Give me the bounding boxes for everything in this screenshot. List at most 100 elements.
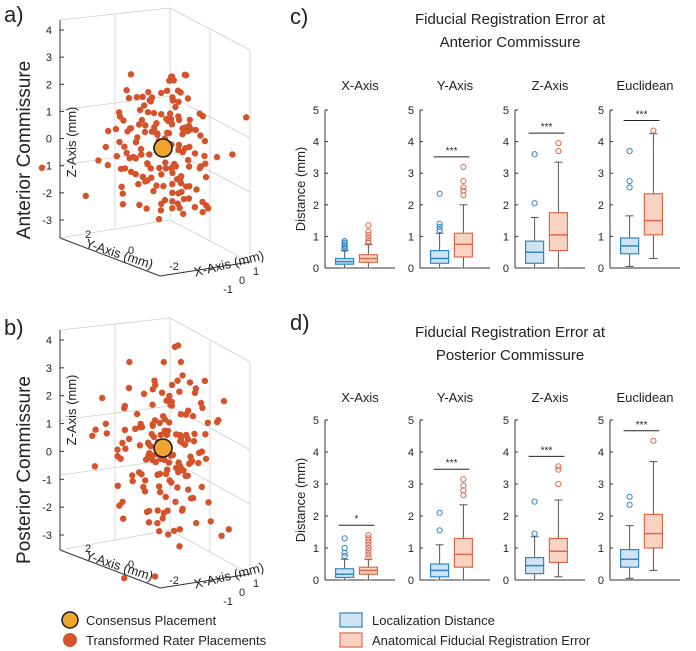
rater-point — [202, 431, 209, 438]
y-tick-label: 2 — [503, 200, 509, 212]
rater-point — [121, 426, 129, 434]
outlier-point — [460, 178, 467, 185]
outlier-point — [365, 544, 372, 552]
rater-point — [179, 372, 186, 379]
y-tick-label: 3 — [503, 479, 509, 491]
rater-point — [185, 195, 193, 202]
outlier-point — [555, 466, 562, 473]
y-tick-label: 4 — [313, 137, 319, 149]
rater-point — [132, 155, 139, 162]
outlier-point — [626, 147, 633, 155]
iqr-box — [453, 232, 473, 258]
rater-point — [114, 482, 122, 489]
rater-point — [89, 432, 96, 439]
outlier-point — [365, 532, 372, 539]
legend-left: Consensus Placement Transformed Rater Pl… — [61, 611, 267, 648]
chart-c-title-line2: Anterior Commissure — [440, 34, 581, 51]
rater-point — [121, 143, 128, 150]
rater-point — [197, 132, 204, 139]
rater-point — [145, 507, 153, 515]
rater-point — [163, 115, 170, 123]
outlier-point — [436, 190, 443, 197]
rater-point — [141, 128, 149, 136]
outlier-point — [531, 498, 538, 505]
y-tick-label: 0 — [503, 575, 509, 587]
legend-right: Localization Distance Anatomical Fiducia… — [339, 612, 591, 648]
box-localization — [430, 509, 450, 581]
rater-point — [149, 401, 156, 408]
rater-point — [139, 93, 146, 101]
iqr-box — [643, 193, 664, 236]
legend-fre-label: Anatomical Fiducial Registration Error — [372, 633, 591, 648]
rater-point — [112, 125, 120, 133]
subplot-title: Y-Axis — [437, 390, 474, 405]
rater-point — [145, 519, 153, 526]
rater-point — [180, 210, 187, 218]
outlier-point — [365, 234, 372, 242]
iqr-box — [619, 548, 640, 568]
rater-point — [82, 192, 90, 199]
rater-point — [186, 143, 193, 151]
outlier-point — [531, 200, 538, 207]
rater-point — [162, 493, 169, 501]
rater-point — [146, 151, 153, 158]
y-tick-label: 1 — [408, 543, 414, 555]
y-tick-label: 5 — [598, 415, 604, 427]
rater-point — [174, 377, 181, 384]
rater-point — [149, 386, 156, 393]
outlier-point — [365, 551, 372, 558]
y-tick-label: 5 — [503, 105, 509, 117]
rater-point — [203, 202, 210, 209]
box-localization — [619, 147, 640, 267]
outlier-point — [460, 184, 467, 191]
outlier-point — [626, 501, 633, 508]
y-tick-label: 1 — [598, 543, 604, 555]
y-tick-label: 5 — [408, 105, 414, 117]
rater-point — [120, 117, 127, 124]
subplot-title: X-Axis — [341, 390, 379, 405]
box-localization — [524, 151, 545, 269]
box-localization — [619, 493, 640, 579]
y-tick-label: 2 — [598, 200, 604, 212]
legend-loc-swatch — [339, 612, 363, 628]
rater-point — [182, 472, 189, 479]
rater-point — [139, 173, 146, 180]
rater-point — [118, 183, 125, 190]
rater-point — [129, 477, 136, 485]
rater-point — [172, 163, 180, 170]
rater-point — [119, 190, 127, 197]
rater-point — [136, 201, 143, 209]
rater-point — [91, 463, 99, 470]
rater-point — [138, 471, 145, 478]
panel-d-letter: d) — [290, 310, 310, 335]
rater-point — [127, 71, 135, 78]
outlier-point — [436, 527, 443, 534]
rater-point — [145, 441, 153, 448]
rater-point — [199, 208, 206, 216]
rater-point — [170, 527, 178, 535]
subplot-y-axis: Y-Axis 0 1 2 3 4 5 *** — [408, 390, 490, 587]
rater-point — [142, 456, 150, 463]
panel-c-letter: c) — [290, 4, 308, 29]
iqr-box — [335, 568, 355, 579]
rater-point — [129, 472, 136, 479]
rater-point — [207, 518, 214, 525]
rater-point — [186, 116, 193, 124]
rater-point — [119, 439, 126, 447]
rater-point — [151, 573, 159, 580]
y-tick-label: 0 — [408, 263, 414, 275]
y-tick-label: 4 — [598, 447, 604, 459]
rater-point — [180, 195, 188, 203]
rater-point — [166, 477, 173, 484]
y-tick-label: 3 — [313, 479, 319, 491]
rater-point — [177, 89, 184, 96]
subplot-title: Euclidean — [616, 78, 673, 93]
rater-point — [192, 126, 199, 134]
rater-point — [197, 399, 205, 407]
legend-consensus-label: Consensus Placement — [86, 613, 216, 628]
rater-point — [140, 390, 148, 397]
y-tick-label: 1 — [408, 231, 414, 243]
rater-point — [193, 519, 200, 527]
rater-point — [138, 151, 145, 158]
subplot-x-axis: X-Axis 0 1 2 3 4 5 * — [313, 390, 395, 587]
